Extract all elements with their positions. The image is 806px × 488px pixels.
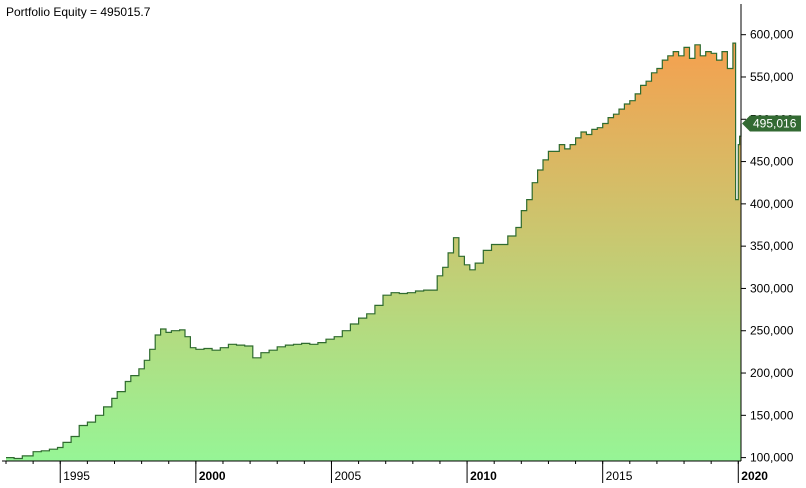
x-tick-label: 2015 — [606, 469, 633, 483]
last-value-label-bg — [742, 115, 801, 132]
y-tick-label: 550,000 — [750, 70, 794, 84]
x-tick-label: 2010 — [470, 469, 497, 483]
y-tick-label: 600,000 — [750, 28, 794, 42]
x-tick-label: 2000 — [199, 469, 226, 483]
x-tick-label: 2020 — [741, 469, 768, 483]
x-tick-label: 1995 — [63, 469, 90, 483]
equity-area — [6, 43, 741, 461]
equity-line — [6, 42, 742, 460]
y-tick-label: 350,000 — [750, 239, 794, 253]
y-tick-label: 450,000 — [750, 155, 794, 169]
y-tick-label: 150,000 — [750, 408, 794, 422]
x-tick-label: 2005 — [334, 469, 361, 483]
last-value-label: 495,016 — [742, 115, 801, 132]
plot-area — [6, 42, 742, 461]
y-tick-label: 400,000 — [750, 197, 794, 211]
y-tick-label: 250,000 — [750, 324, 794, 338]
last-value-text: 495,016 — [753, 116, 797, 130]
y-axis-ticks: 100,000 150,000 200,000 250,000 300,000 350,0… — [741, 28, 794, 465]
y-tick-label: 200,000 — [750, 366, 794, 380]
x-axis-ticks: 1995 2000 2005 2010 2015 2020 — [5, 461, 768, 483]
y-tick-label: 300,000 — [750, 281, 794, 295]
y-tick-label: 100,000 — [750, 451, 794, 465]
chart-title: Portfolio Equity = 495015.7 — [6, 5, 151, 19]
